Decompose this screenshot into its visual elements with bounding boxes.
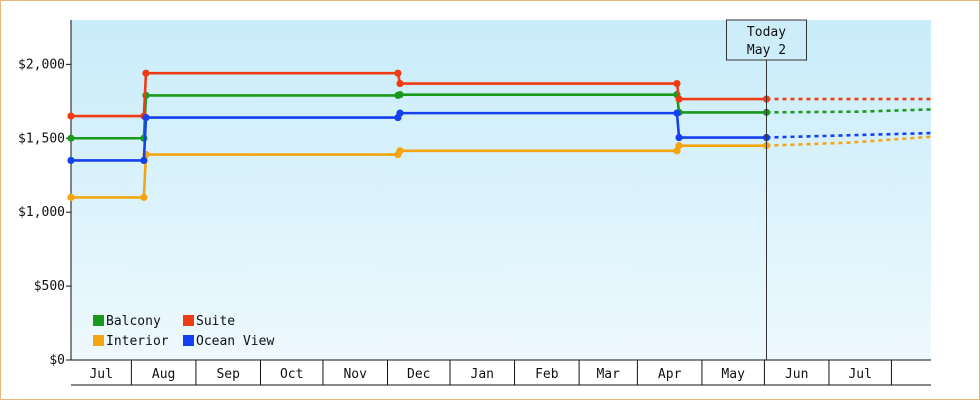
data-point [396, 147, 404, 155]
series-interior [67, 135, 932, 201]
data-point [67, 193, 75, 201]
today-label-box [725, 19, 807, 61]
x-tick-label: Aug [152, 367, 175, 382]
today-label: Today [747, 25, 786, 40]
data-point [675, 133, 683, 142]
data-point [67, 156, 75, 165]
series-forecast-line [766, 135, 932, 147]
data-point [673, 109, 681, 117]
x-tick-label: Dec [407, 367, 430, 382]
legend-label: Balcony [106, 314, 161, 329]
legend-item: Balcony [93, 314, 161, 329]
x-tick-label: Apr [658, 367, 682, 382]
legend: Balcony Suite Interior Ocean View [93, 314, 274, 349]
x-axis: Jul Aug Sep Oct Nov Dec Jan Feb Mar Apr May Jun Jul [71, 359, 931, 386]
series-suite [67, 69, 931, 120]
legend-swatch [183, 315, 194, 326]
legend-label: Interior [106, 334, 169, 349]
data-point [394, 69, 402, 77]
x-tick-label: Jul [848, 367, 871, 382]
y-tick-label: $0 [49, 353, 65, 368]
y-tick-label: $500 [34, 279, 65, 294]
x-tick-label: May [721, 367, 745, 382]
data-point [675, 142, 683, 150]
data-point [142, 113, 150, 122]
plot-area [71, 20, 931, 360]
legend-swatch [93, 335, 104, 346]
data-point [140, 156, 148, 165]
series-layer [67, 69, 932, 201]
y-tick-label: $2,000 [18, 57, 65, 72]
x-tick-label: Jan [471, 367, 494, 382]
series-forecast-line [766, 131, 932, 139]
data-point [675, 95, 683, 103]
legend-swatch [183, 335, 194, 346]
x-tick-label: Feb [535, 367, 559, 382]
legend-item: Interior [93, 334, 169, 349]
legend-label: Suite [196, 314, 235, 329]
legend-item: Ocean View [183, 334, 274, 349]
legend-item: Suite [183, 314, 235, 329]
data-point [396, 79, 404, 88]
x-tick-label: Jul [89, 367, 112, 382]
x-tick-label: Sep [216, 367, 240, 382]
x-tick-label: Nov [343, 367, 367, 382]
data-point [396, 91, 404, 99]
x-tick-label: Jun [785, 367, 808, 382]
data-point [142, 69, 150, 77]
today-date-label: May 2 [747, 43, 786, 58]
data-point [396, 109, 404, 117]
legend-swatch [93, 315, 104, 326]
x-tick-label: Oct [280, 367, 303, 382]
data-point [140, 193, 148, 201]
data-point [67, 134, 75, 142]
x-tick-label: Mar [596, 367, 620, 382]
data-point [673, 79, 681, 88]
series-ocean-view [67, 109, 932, 165]
today-marker: Today May 2 [725, 19, 807, 360]
y-tick-label: $1,500 [18, 131, 65, 146]
series-forecast-line [766, 108, 932, 114]
y-axis: $0 $500 $1,000 $1,500 $2,000 [18, 20, 72, 368]
data-point [67, 112, 75, 120]
y-tick-label: $1,000 [18, 205, 65, 220]
legend-label: Ocean View [196, 334, 274, 349]
